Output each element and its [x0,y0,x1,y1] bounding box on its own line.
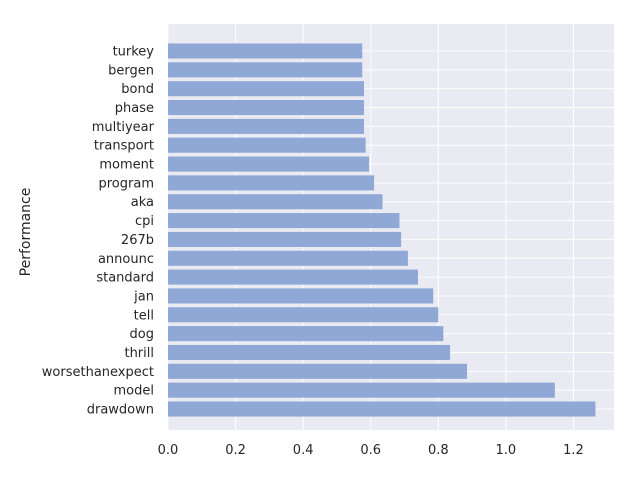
category-label: transport [94,139,154,154]
category-label: bergen [108,63,154,78]
category-label: dog [130,327,154,342]
category-label: standard [96,271,154,286]
x-tick-label: 0.2 [225,443,246,458]
category-labels: drawdown model worsethanexpect thrill dog tel… [42,45,155,418]
bar-program [168,175,375,191]
bar-bond [168,81,364,97]
category-label: worsethanexpect [42,365,154,380]
x-tick-label: 0.4 [293,443,314,458]
bar-aka [168,194,383,210]
bar-announc [168,250,408,266]
bar-moment [168,156,370,172]
bar-model [168,382,555,398]
bar-cpi [168,213,400,229]
bar-worsethanexpect [168,363,468,379]
x-tick-label: 0.8 [428,443,449,458]
category-label: moment [99,158,154,173]
x-tick-label: 1.0 [496,443,517,458]
bar-dog [168,326,444,342]
category-label: turkey [113,45,155,60]
bar-standard [168,269,419,285]
bar-tell [168,307,439,323]
category-label: model [114,384,154,399]
bar-phase [168,99,364,116]
x-tick-labels: 0.0 0.2 0.4 0.6 0.8 1.0 1.2 [158,443,584,458]
bar-drawdown [168,401,596,417]
category-label: tell [134,308,154,323]
category-label: announc [98,252,154,267]
bar-turkey [168,43,363,59]
category-label: cpi [135,214,154,229]
y-axis-label: Performance [18,188,34,277]
category-label: jan [133,289,154,304]
category-label: aka [131,195,154,210]
x-tick-label: 1.2 [563,443,584,458]
bar-bergen [168,62,363,78]
bar-multiyear [168,118,364,134]
x-tick-label: 0.6 [360,443,381,458]
bar-transport [168,137,366,153]
x-tick-label: 0.0 [158,443,179,458]
bar-jan [168,288,434,304]
category-label: program [99,176,155,191]
category-label: multiyear [92,120,155,135]
bar-267b [168,231,402,247]
category-label: phase [115,101,154,116]
category-label: thrill [124,346,154,361]
category-label: 267b [121,233,154,248]
category-label: bond [121,82,154,97]
category-label: drawdown [87,403,154,418]
bars [168,43,596,417]
bar-thrill [168,344,451,361]
